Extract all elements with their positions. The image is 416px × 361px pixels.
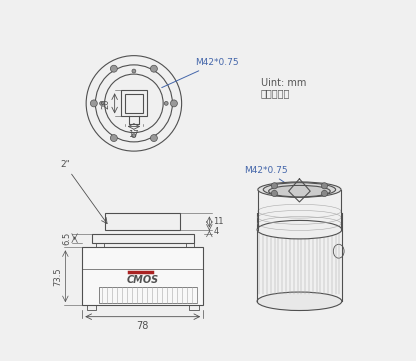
- Text: M42*0.75: M42*0.75: [162, 58, 239, 88]
- Bar: [82, 247, 203, 305]
- Text: 73.5: 73.5: [53, 267, 62, 286]
- Text: Uint: mm: Uint: mm: [261, 78, 306, 88]
- Circle shape: [132, 134, 136, 138]
- Bar: [189, 305, 198, 310]
- Text: 17: 17: [129, 130, 139, 139]
- Text: 11: 11: [213, 217, 224, 226]
- Ellipse shape: [263, 183, 336, 196]
- Ellipse shape: [269, 186, 330, 197]
- Text: 6.5: 6.5: [62, 231, 72, 245]
- Circle shape: [151, 65, 157, 72]
- Circle shape: [110, 65, 117, 72]
- Circle shape: [110, 135, 117, 142]
- Bar: [92, 234, 194, 243]
- Circle shape: [271, 190, 277, 196]
- Text: 20: 20: [102, 98, 111, 109]
- Text: 单位：毫米: 单位：毫米: [261, 88, 290, 98]
- Ellipse shape: [257, 221, 342, 239]
- Circle shape: [99, 101, 104, 105]
- Circle shape: [151, 135, 157, 142]
- Bar: [125, 94, 143, 113]
- Bar: [121, 90, 147, 117]
- Text: 2": 2": [61, 160, 70, 169]
- Circle shape: [164, 101, 168, 105]
- Ellipse shape: [257, 292, 342, 310]
- Bar: [87, 305, 96, 310]
- Circle shape: [322, 183, 327, 189]
- Circle shape: [90, 100, 97, 107]
- Bar: [186, 243, 194, 247]
- Text: CMOS: CMOS: [127, 275, 159, 285]
- Bar: [105, 213, 180, 230]
- Text: M42*0.75: M42*0.75: [244, 166, 293, 188]
- Text: 4: 4: [213, 227, 218, 236]
- Circle shape: [132, 69, 136, 73]
- Ellipse shape: [258, 182, 341, 197]
- Circle shape: [171, 100, 177, 107]
- Bar: [99, 287, 197, 303]
- Circle shape: [271, 183, 277, 189]
- Text: 78: 78: [136, 321, 149, 331]
- Bar: [96, 243, 104, 247]
- Circle shape: [322, 190, 327, 196]
